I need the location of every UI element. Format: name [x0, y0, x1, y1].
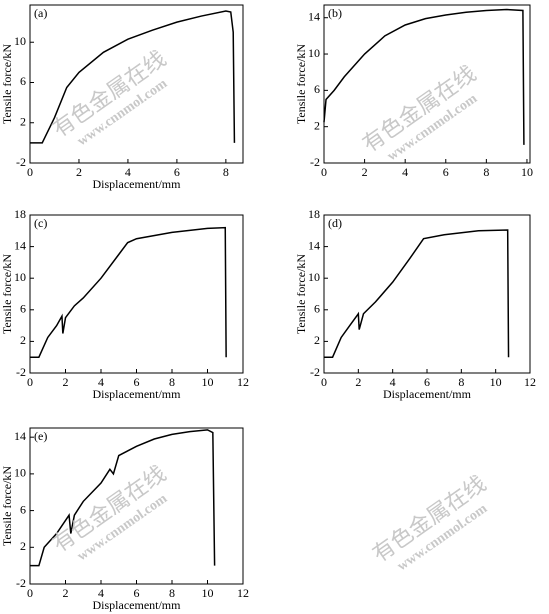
y-tick-label: -2 [310, 155, 320, 169]
x-tick-label: 2 [76, 165, 82, 179]
y-tick-label: 6 [20, 302, 26, 316]
x-tick-label: 8 [169, 586, 175, 600]
y-tick-label: 18 [14, 207, 26, 221]
y-tick-label: 6 [314, 82, 320, 96]
y-tick-label: -2 [16, 576, 26, 590]
x-axis-label: Displacement/mm [93, 598, 182, 612]
y-axis-label: Tensile force/kN [0, 44, 14, 124]
x-tick-label: 2 [63, 586, 69, 600]
y-tick-label: 2 [314, 118, 320, 132]
y-tick-label: 10 [308, 46, 320, 60]
x-tick-label: 8 [458, 375, 464, 389]
panel-label: (b) [328, 6, 342, 20]
x-tick-label: 6 [174, 165, 180, 179]
x-tick-label: 4 [98, 375, 104, 389]
x-axis-label: Displacement/mm [93, 177, 182, 191]
x-tick-label: 4 [390, 375, 396, 389]
y-axis-label: Tensile force/kN [0, 466, 14, 546]
y-tick-label: 2 [20, 333, 26, 347]
axes-frame [29, 4, 244, 164]
x-tick-label: 4 [402, 165, 408, 179]
x-axis-label: Displacement/mm [93, 387, 182, 401]
x-tick-label: 0 [27, 375, 33, 389]
y-tick-label: 14 [14, 238, 26, 252]
x-tick-label: 6 [134, 375, 140, 389]
data-line [30, 10, 236, 144]
y-tick-label: 10 [14, 34, 26, 48]
x-tick-label: 0 [321, 375, 327, 389]
x-tick-label: 10 [202, 375, 214, 389]
y-tick-label: 10 [14, 466, 26, 480]
y-tick-label: 2 [20, 539, 26, 553]
x-tick-label: 6 [443, 165, 449, 179]
y-tick-label: 2 [20, 114, 26, 128]
data-line [324, 229, 510, 358]
y-axis-label: Tensile force/kN [294, 44, 308, 124]
x-tick-label: 0 [27, 165, 33, 179]
y-tick-label: -2 [16, 365, 26, 379]
x-tick-label: 8 [483, 165, 489, 179]
data-line [30, 429, 216, 567]
x-tick-label: 2 [362, 165, 368, 179]
x-tick-label: 2 [355, 375, 361, 389]
x-tick-label: 4 [125, 165, 131, 179]
panel-label: (a) [34, 6, 47, 20]
x-tick-label: 0 [27, 586, 33, 600]
x-tick-label: 10 [521, 165, 533, 179]
x-tick-label: 8 [169, 375, 175, 389]
y-tick-label: 14 [14, 429, 26, 443]
y-tick-label: 14 [308, 9, 320, 23]
x-tick-label: 10 [202, 586, 214, 600]
x-tick-label: 0 [321, 165, 327, 179]
x-tick-label: 4 [98, 586, 104, 600]
panel-label: (d) [328, 216, 342, 230]
x-tick-label: 6 [424, 375, 430, 389]
y-tick-label: 14 [308, 238, 320, 252]
x-tick-label: 12 [237, 375, 249, 389]
x-tick-label: 6 [134, 586, 140, 600]
data-line [30, 226, 227, 358]
x-tick-label: 12 [237, 586, 249, 600]
y-tick-label: 10 [14, 270, 26, 284]
y-tick-label: 6 [314, 302, 320, 316]
x-tick-label: 10 [490, 375, 502, 389]
y-tick-label: -2 [310, 365, 320, 379]
y-axis-label: Tensile force/kN [0, 254, 14, 334]
x-tick-label: 8 [223, 165, 229, 179]
x-axis-label: Displacement/mm [383, 387, 472, 401]
data-line [323, 8, 525, 145]
panel-label: (c) [34, 216, 47, 230]
y-tick-label: 6 [20, 502, 26, 516]
x-tick-label: 12 [524, 375, 536, 389]
y-tick-label: 10 [308, 270, 320, 284]
y-tick-label: -2 [16, 155, 26, 169]
y-tick-label: 2 [314, 333, 320, 347]
y-axis-label: Tensile force/kN [294, 254, 308, 334]
y-tick-label: 6 [20, 74, 26, 88]
x-tick-label: 2 [63, 375, 69, 389]
y-tick-label: 18 [308, 207, 320, 221]
panel-label: (e) [34, 429, 47, 443]
axes-frame [323, 4, 531, 164]
